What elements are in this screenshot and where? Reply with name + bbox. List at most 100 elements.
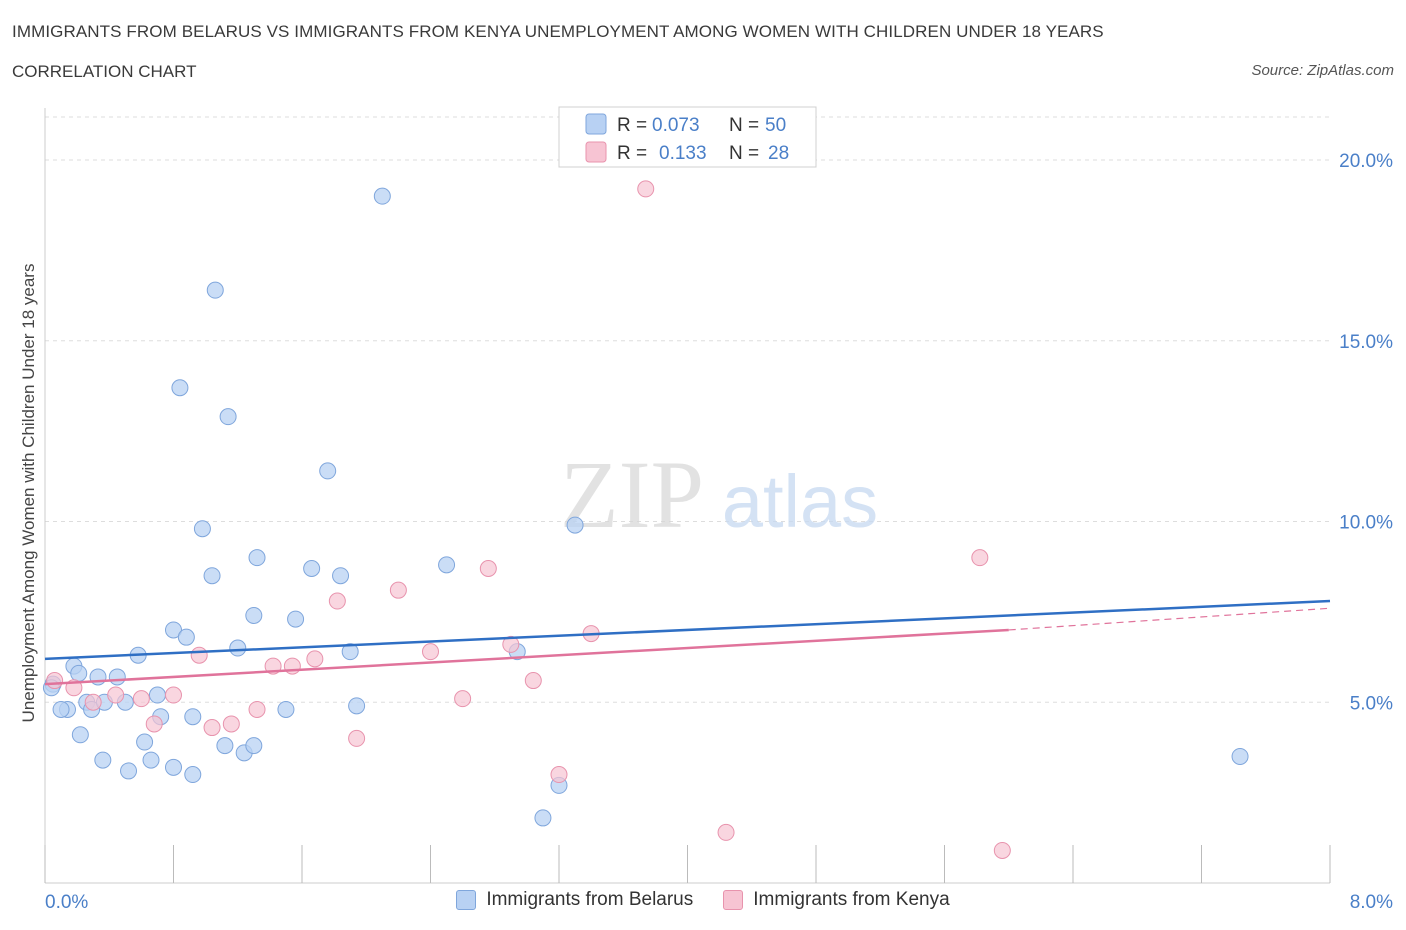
belarus-point xyxy=(52,700,70,718)
belarus-point xyxy=(203,567,221,585)
kenya-point xyxy=(348,729,366,747)
belarus-point xyxy=(219,408,237,426)
y-tick-label: 15.0% xyxy=(1339,332,1393,353)
kenya-point xyxy=(306,650,324,668)
belarus-trend-line xyxy=(44,599,1331,661)
y-axis-title: Unemployment Among Women with Children U… xyxy=(19,264,38,723)
watermark: ZIP atlas xyxy=(560,441,878,548)
axes: 0.0% 8.0% xyxy=(44,108,1393,913)
belarus-point xyxy=(438,556,456,574)
legend-swatch xyxy=(456,890,477,910)
kenya-point xyxy=(46,672,64,690)
watermark-zip: ZIP xyxy=(560,441,704,548)
y-tick-label: 10.0% xyxy=(1339,513,1393,534)
legend-r-value-belarus: 0.073 xyxy=(652,115,700,136)
x-tick-label-max: 8.0% xyxy=(1350,892,1393,913)
kenya-point xyxy=(84,693,102,711)
kenya-point xyxy=(145,715,163,733)
y-axis-title-group: Unemployment Among Women with Children U… xyxy=(19,264,38,723)
chart-subtitle: CORRELATION CHART xyxy=(12,62,197,81)
belarus-point xyxy=(245,606,263,624)
belarus-point xyxy=(341,643,359,661)
belarus-point xyxy=(165,758,182,776)
belarus-point xyxy=(534,809,552,827)
kenya-point xyxy=(190,646,208,664)
legend-item-kenya: Immigrants from Kenya xyxy=(723,889,950,911)
belarus-point xyxy=(171,379,189,397)
correlation-legend: R = 0.073 N = 50 R = 0.133 N = 28 xyxy=(558,106,817,168)
belarus-point xyxy=(332,567,350,585)
trend-lines xyxy=(44,599,1331,686)
kenya-point xyxy=(454,690,472,708)
legend-n-value-kenya: 28 xyxy=(768,143,789,164)
belarus-point xyxy=(248,549,266,567)
kenya-point xyxy=(717,823,735,841)
belarus-point xyxy=(120,762,138,780)
legend-r-label-belarus: R = xyxy=(617,115,647,136)
belarus-point xyxy=(165,621,182,639)
belarus-point xyxy=(94,751,112,769)
belarus-point xyxy=(184,766,202,784)
kenya-point xyxy=(328,592,346,610)
belarus-point xyxy=(142,751,160,769)
kenya-point xyxy=(222,715,240,733)
belarus-point xyxy=(70,664,88,682)
belarus-point xyxy=(348,697,366,715)
watermark-atlas: atlas xyxy=(722,460,878,543)
legend-swatch xyxy=(723,890,744,910)
belarus-point xyxy=(1231,747,1249,765)
legend-n-value-belarus: 50 xyxy=(765,115,786,136)
legend-n-label-kenya: N = xyxy=(729,143,759,164)
kenya-point xyxy=(248,700,266,718)
belarus-point xyxy=(229,639,247,657)
legend-label: Immigrants from Kenya xyxy=(753,889,950,910)
legend-swatch-kenya xyxy=(585,141,607,163)
belarus-point xyxy=(136,733,154,751)
belarus-point xyxy=(108,668,126,686)
belarus-point xyxy=(373,187,391,205)
kenya-trend-extension xyxy=(1008,607,1331,631)
kenya-point xyxy=(422,643,439,661)
belarus-point xyxy=(245,737,263,755)
belarus-point xyxy=(193,520,211,538)
kenya-points xyxy=(46,180,1011,859)
kenya-point xyxy=(971,549,989,567)
belarus-point xyxy=(216,737,234,755)
kenya-point xyxy=(107,686,125,704)
legend-r-label-kenya: R = xyxy=(617,143,647,164)
belarus-point xyxy=(177,628,195,646)
belarus-point xyxy=(287,610,305,628)
chart-title: IMMIGRANTS FROM BELARUS VS IMMIGRANTS FR… xyxy=(12,22,1104,41)
kenya-trend-line xyxy=(44,628,1009,686)
x-tick-label-min: 0.0% xyxy=(45,892,88,913)
kenya-point xyxy=(389,581,407,599)
y-tick-label: 5.0% xyxy=(1350,693,1393,714)
legend-swatch-belarus xyxy=(585,113,607,135)
belarus-point xyxy=(303,559,321,577)
belarus-point xyxy=(71,726,89,744)
series-legend: Immigrants from Belarus Immigrants from … xyxy=(0,889,1406,911)
belarus-point xyxy=(206,281,224,299)
kenya-point xyxy=(165,686,182,704)
gridlines: 5.0% 10.0% 15.0% 20.0% xyxy=(45,116,1393,714)
belarus-point xyxy=(184,708,202,726)
legend-r-value-kenya: 0.133 xyxy=(659,143,707,164)
kenya-point xyxy=(524,672,542,690)
belarus-point xyxy=(319,462,337,480)
kenya-point xyxy=(203,719,221,737)
kenya-point xyxy=(550,766,568,784)
kenya-point xyxy=(993,841,1011,859)
legend-label: Immigrants from Belarus xyxy=(486,889,694,910)
y-tick-label: 20.0% xyxy=(1339,151,1393,172)
legend-n-label-belarus: N = xyxy=(729,115,759,136)
kenya-point xyxy=(637,180,655,198)
kenya-point xyxy=(502,635,520,653)
belarus-point xyxy=(148,686,166,704)
source-credit: Source: ZipAtlas.com xyxy=(1251,62,1394,79)
belarus-point xyxy=(277,700,295,718)
kenya-point xyxy=(132,690,150,708)
belarus-point xyxy=(566,516,584,534)
legend-item-belarus: Immigrants from Belarus xyxy=(456,889,693,911)
kenya-point xyxy=(479,559,497,577)
